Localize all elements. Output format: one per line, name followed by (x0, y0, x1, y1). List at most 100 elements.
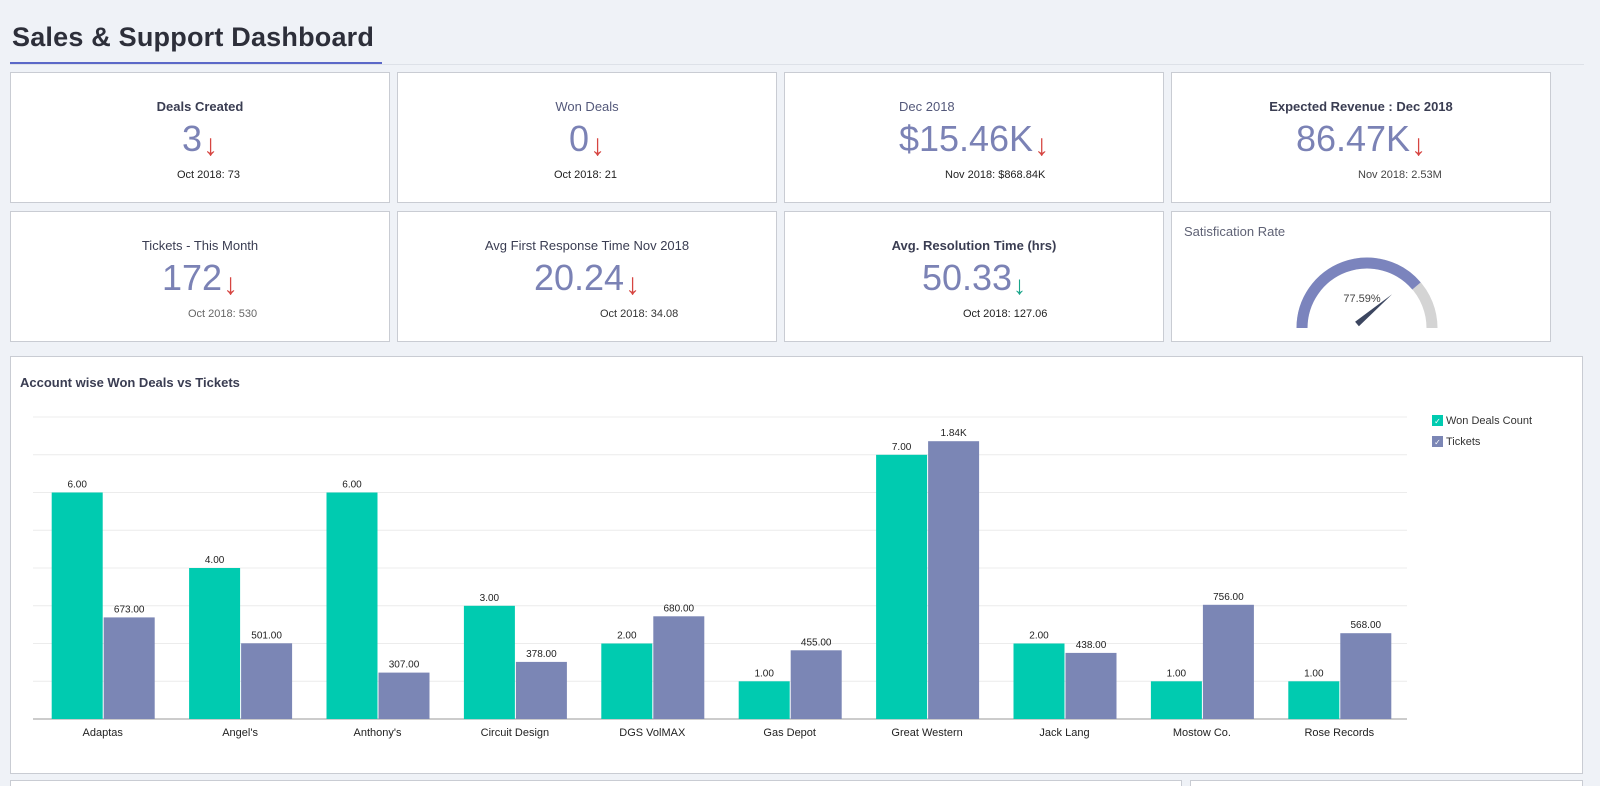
title-underline (10, 62, 382, 64)
legend-label: Won Deals Count (1446, 415, 1532, 427)
kpi-comparison: Oct 2018: 34.08 (600, 308, 679, 320)
kpi-value: 3↓ (181, 118, 219, 162)
x-tick-label: Gas Depot (763, 727, 816, 739)
x-tick-label: Jack Lang (1039, 727, 1089, 739)
data-label: 2.00 (1029, 631, 1049, 642)
gauge-fill (1296, 257, 1421, 329)
down-arrow-icon: ↓ (203, 129, 219, 162)
kpi-card-avg-resolution-time[interactable]: Avg. Resolution Time (hrs) 50.33↓ Oct 20… (784, 211, 1164, 342)
x-tick-label: Anthony's (354, 727, 402, 739)
x-tick-label: Circuit Design (481, 727, 549, 739)
kpi-comparison: Oct 2018: 127.06 (963, 308, 1048, 320)
down-arrow-icon: ↓ (1013, 270, 1027, 300)
x-tick-label: DGS VolMAX (619, 727, 686, 739)
kpi-card-avg-first-response[interactable]: Avg First Response Time Nov 2018 20.24↓ … (397, 211, 777, 342)
down-arrow-icon: ↓ (625, 268, 641, 301)
data-label: 673.00 (114, 604, 145, 615)
data-label: 1.00 (754, 668, 774, 679)
data-label: 568.00 (1351, 620, 1382, 631)
kpi-value: 20.24↓ (533, 257, 641, 301)
kpi-title: Tickets - This Month (141, 238, 259, 253)
kpi-title: Won Deals (555, 99, 619, 114)
chart-title: Account wise Won Deals vs Tickets (20, 375, 240, 390)
bar-won-deals (463, 605, 515, 720)
data-label: 6.00 (67, 480, 87, 491)
bar-tickets (653, 616, 705, 719)
data-label: 7.00 (892, 442, 912, 453)
kpi-value: 0↓ (568, 118, 606, 162)
data-label: 438.00 (1076, 640, 1107, 651)
x-tick-label: Adaptas (83, 727, 124, 739)
data-label: 3.00 (480, 593, 500, 604)
bar-tickets (103, 617, 155, 719)
kpi-card-tickets-this-month[interactable]: Tickets - This Month 172↓ Oct 2018: 530 (10, 211, 390, 342)
kpi-comparison: Oct 2018: 73 (177, 169, 240, 181)
kpi-card-expected-revenue[interactable]: Expected Revenue : Dec 2018 86.47K↓ Nov … (1171, 72, 1551, 203)
x-tick-label: Great Western (891, 727, 962, 739)
data-label: 2.00 (617, 631, 637, 642)
bar-won-deals (1150, 681, 1202, 720)
x-tick-label: Angel's (222, 727, 258, 739)
bar-tickets (1065, 652, 1117, 719)
kpi-title: Expected Revenue : Dec 2018 (1269, 99, 1453, 114)
bar-won-deals (189, 568, 241, 719)
down-arrow-icon: ↓ (223, 268, 239, 301)
data-label: 1.84K (941, 428, 967, 439)
bar-won-deals (326, 492, 378, 719)
bar-tickets (241, 643, 293, 719)
kpi-card-won-deals[interactable]: Won Deals 0↓ Oct 2018: 21 (397, 72, 777, 203)
check-icon: ✓ (1434, 417, 1441, 426)
bottom-card-right (1190, 780, 1583, 786)
data-label: 4.00 (205, 555, 225, 566)
legend-label: Tickets (1446, 436, 1481, 448)
check-icon: ✓ (1434, 438, 1441, 447)
bar-won-deals (1013, 643, 1065, 719)
won-deals-vs-tickets-chart: 6.00 673.00 Adaptas 4.00 501.00 Angel's 6.00 30… (33, 415, 1532, 739)
title-divider (10, 64, 1584, 65)
legend-checkbox (1432, 436, 1443, 447)
kpi-value: $15.46K↓ (898, 118, 1050, 162)
data-label: 307.00 (389, 660, 420, 671)
kpi-value: 50.33↓ (921, 257, 1027, 301)
data-label: 1.00 (1304, 668, 1324, 679)
kpi-card-deals-created[interactable]: Deals Created 3↓ Oct 2018: 73 (10, 72, 390, 203)
bar-tickets (790, 650, 842, 719)
kpi-comparison: Nov 2018: 2.53M (1358, 169, 1442, 181)
data-label: 6.00 (342, 480, 362, 491)
won-deals-vs-tickets-chart-card: Account wise Won Deals vs Tickets 6.00 67… (10, 356, 1583, 774)
kpi-title: Deals Created (156, 99, 244, 114)
data-label: 378.00 (526, 649, 557, 660)
bar-won-deals (51, 492, 103, 719)
bar-tickets (378, 672, 430, 719)
kpi-title: Avg First Response Time Nov 2018 (484, 238, 690, 253)
bar-won-deals (738, 681, 790, 720)
gauge-title: Satisfication Rate (1184, 224, 1286, 239)
bar-won-deals (601, 643, 653, 719)
gauge-needle (1355, 294, 1393, 327)
down-arrow-icon: ↓ (1411, 129, 1427, 162)
satisfaction-gauge-card[interactable]: Satisfication Rate 77.59% (1171, 211, 1551, 342)
kpi-comparison: Nov 2018: $868.84K (945, 169, 1046, 181)
page-title: Sales & Support Dashboard (12, 22, 375, 52)
bar-won-deals (1288, 681, 1340, 720)
kpi-value: 172↓ (161, 257, 239, 301)
data-label: 756.00 (1213, 592, 1244, 603)
down-arrow-icon: ↓ (590, 129, 606, 162)
kpi-value: 86.47K↓ (1295, 118, 1427, 162)
kpi-card-dec-2018[interactable]: Dec 2018 $15.46K↓ Nov 2018: $868.84K (784, 72, 1164, 203)
bar-tickets (1340, 633, 1392, 719)
legend-checkbox (1432, 415, 1443, 426)
kpi-title: Dec 2018 (899, 99, 955, 114)
bar-tickets (928, 441, 980, 719)
kpi-title: Avg. Resolution Time (hrs) (891, 238, 1057, 253)
bar-tickets (515, 661, 567, 719)
x-tick-label: Rose Records (1304, 727, 1374, 739)
x-tick-label: Mostow Co. (1173, 727, 1231, 739)
down-arrow-icon: ↓ (1034, 129, 1050, 162)
data-label: 501.00 (251, 630, 282, 641)
data-label: 1.00 (1167, 668, 1187, 679)
bottom-card-left (10, 780, 1182, 786)
gauge-value-label: 77.59% (1343, 293, 1381, 305)
kpi-comparison: Oct 2018: 21 (554, 169, 617, 181)
kpi-comparison: Oct 2018: 530 (188, 308, 258, 320)
